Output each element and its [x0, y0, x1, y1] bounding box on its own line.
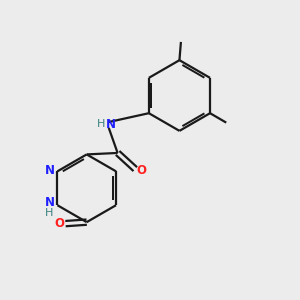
Text: O: O	[54, 217, 64, 230]
Text: H: H	[45, 208, 54, 218]
Text: N: N	[44, 196, 54, 209]
Text: N: N	[44, 164, 54, 177]
Text: O: O	[137, 164, 147, 177]
Text: N: N	[106, 118, 116, 131]
Text: H: H	[97, 119, 105, 129]
